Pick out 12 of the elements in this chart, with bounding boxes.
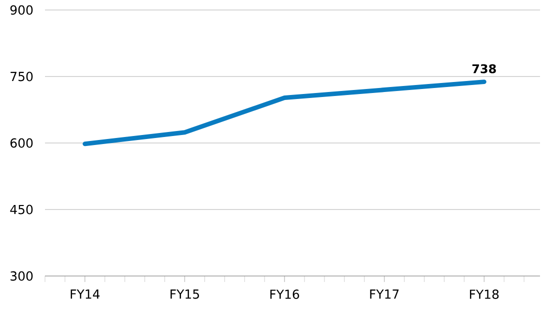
x-tick-label: FY18	[470, 290, 499, 299]
x-tick-label: FY15	[170, 290, 199, 299]
y-tick-label: 300	[10, 271, 33, 281]
y-tick-label: 750	[10, 72, 33, 82]
y-tick-label: 600	[10, 138, 33, 148]
x-tick-label: FY17	[370, 290, 399, 299]
data-label: 738	[472, 64, 496, 74]
y-tick-label: 900	[10, 5, 33, 15]
x-tick-label: FY16	[270, 290, 300, 299]
x-tick-label: FY14	[70, 290, 100, 299]
line-series	[82, 80, 486, 146]
y-tick-label: 450	[10, 204, 33, 214]
